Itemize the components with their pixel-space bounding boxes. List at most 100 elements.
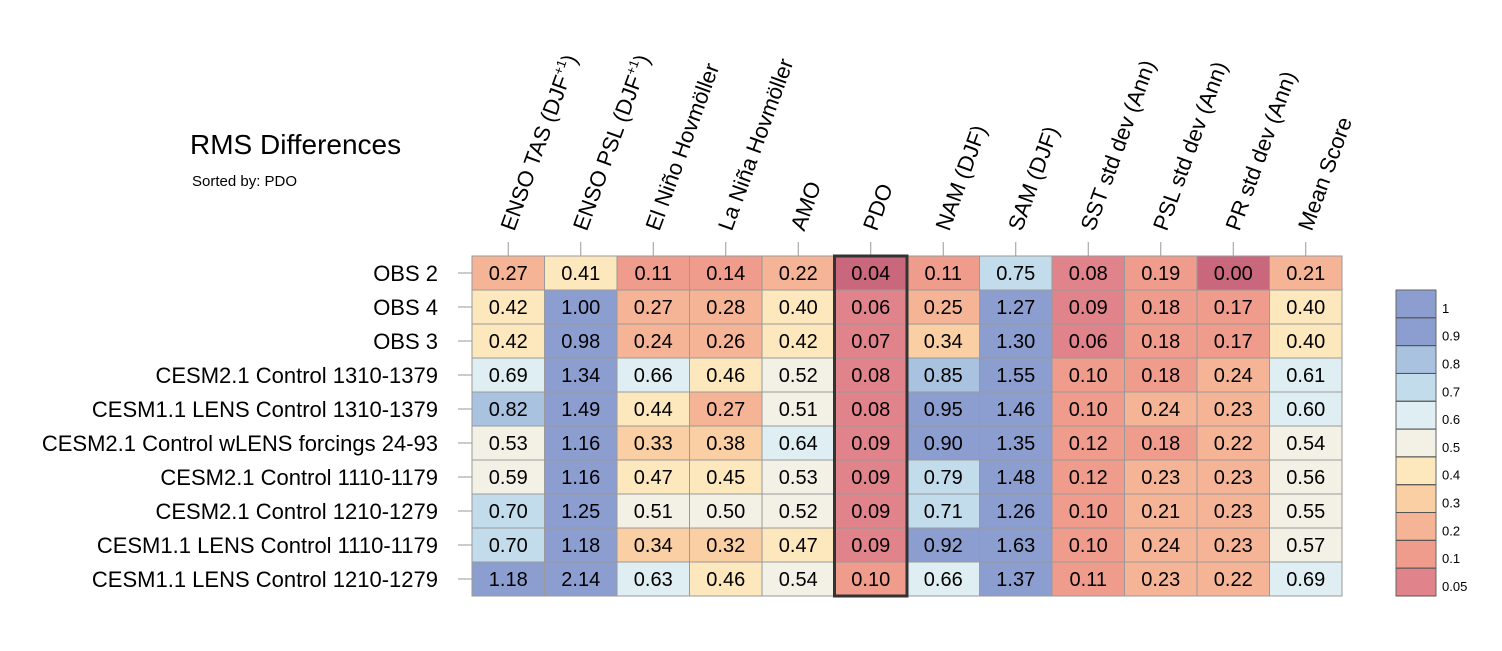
color-legend: 1 0.9 0.8 0.7 0.6 0.5 0.4 0.3 0.2 0.1 0.05 xyxy=(1395,289,1467,597)
cell-value: 0.17 xyxy=(1214,297,1253,319)
heatmap-cell xyxy=(544,391,618,427)
column-label: SAM (DJF) xyxy=(1003,123,1064,234)
cell-value: 0.51 xyxy=(634,501,673,523)
heatmap-cell xyxy=(471,289,545,325)
cell-value: 1.30 xyxy=(996,331,1035,353)
cell-value: 0.44 xyxy=(634,399,673,421)
heatmap-cell xyxy=(1269,561,1343,597)
cell-value: 0.26 xyxy=(706,331,745,353)
heatmap-cell xyxy=(906,561,980,597)
heatmap-cell xyxy=(1269,493,1343,529)
cell-value: 0.34 xyxy=(924,331,963,353)
heatmap-cell xyxy=(906,323,980,359)
cell-value: 0.95 xyxy=(924,399,963,421)
cell-value: 0.57 xyxy=(1286,535,1325,557)
row-label: OBS 2 xyxy=(373,261,438,286)
cell-value: 0.34 xyxy=(634,535,673,557)
cell-value: 0.71 xyxy=(924,501,963,523)
cell-value: 0.59 xyxy=(489,467,528,489)
heatmap-cell xyxy=(1124,425,1198,461)
cell-value: 0.10 xyxy=(1069,535,1108,557)
heatmap-cell xyxy=(906,391,980,427)
cell-value: 0.23 xyxy=(1141,467,1180,489)
legend-swatch xyxy=(1395,539,1437,569)
cell-value: 0.04 xyxy=(851,263,890,285)
cell-value: 1.46 xyxy=(996,399,1035,421)
heatmap-cell xyxy=(689,561,763,597)
row-label: OBS 3 xyxy=(373,329,438,354)
legend-swatch xyxy=(1395,400,1437,430)
cell-value: 0.11 xyxy=(635,263,672,285)
heatmap-cell xyxy=(979,255,1053,291)
heatmap-cell xyxy=(689,391,763,427)
heatmap-cell xyxy=(834,289,908,325)
row-label: CESM2.1 Control 1310-1379 xyxy=(156,363,439,388)
heatmap-cell xyxy=(1196,493,1270,529)
legend-swatch xyxy=(1395,512,1437,541)
cell-value: 0.52 xyxy=(779,501,818,523)
legend-swatch xyxy=(1395,345,1437,374)
column-label: ENSO PSL (DJF+1) xyxy=(567,51,655,234)
heatmap-cell xyxy=(544,561,618,597)
cell-value: 0.75 xyxy=(996,263,1035,285)
heatmap-cell xyxy=(1196,357,1270,393)
cell-value: 0.33 xyxy=(634,433,673,455)
heatmap-cell xyxy=(471,561,545,597)
cell-value: 0.10 xyxy=(1069,501,1108,523)
heatmap-cell xyxy=(616,561,690,597)
cell-value: 0.08 xyxy=(1069,263,1108,285)
heatmap-cell xyxy=(761,493,835,529)
row-label: CESM2.1 Control 1110-1179 xyxy=(160,465,438,490)
highlight-column-border xyxy=(833,254,909,598)
cell-value: 0.61 xyxy=(1286,365,1325,387)
cell-value: 0.12 xyxy=(1069,433,1108,455)
cell-value: 0.23 xyxy=(1214,399,1253,421)
heatmap-cell xyxy=(834,493,908,529)
cell-value: 0.09 xyxy=(851,535,890,557)
column-label: El Niño Hovmöller xyxy=(640,60,724,234)
cell-value: 0.40 xyxy=(1286,297,1325,319)
heatmap-cell xyxy=(979,493,1053,529)
cell-value: 0.19 xyxy=(1141,263,1180,285)
cell-value: 0.42 xyxy=(779,331,818,353)
cell-value: 0.09 xyxy=(851,467,890,489)
heatmap-cell xyxy=(689,255,763,291)
cell-value: 0.79 xyxy=(924,467,963,489)
cell-value: 1.49 xyxy=(561,399,600,421)
heatmap-cell xyxy=(1124,561,1198,597)
cell-value: 0.06 xyxy=(851,297,890,319)
cell-value: 0.12 xyxy=(1069,467,1108,489)
cell-value: 0.17 xyxy=(1214,331,1253,353)
cell-value: 0.60 xyxy=(1286,399,1325,421)
cell-value: 0.55 xyxy=(1286,501,1325,523)
cell-value: 0.27 xyxy=(706,399,745,421)
cell-value: 0.09 xyxy=(1069,297,1108,319)
cell-value: 0.40 xyxy=(1286,331,1325,353)
heatmap-cell xyxy=(1051,561,1125,597)
heatmap-cell xyxy=(616,425,690,461)
chart-subtitle: Sorted by: PDO xyxy=(192,173,297,190)
row-label: CESM1.1 LENS Control 1310-1379 xyxy=(92,397,438,422)
cell-value: 0.11 xyxy=(925,263,962,285)
cell-value: 0.50 xyxy=(706,501,745,523)
cell-value: 0.08 xyxy=(851,365,890,387)
heatmap-cell xyxy=(1196,289,1270,325)
cell-value: 0.40 xyxy=(779,297,818,319)
heatmap-cell xyxy=(1124,289,1198,325)
cell-value: 0.23 xyxy=(1141,569,1180,591)
cell-value: 0.82 xyxy=(489,399,528,421)
cell-value: 1.26 xyxy=(996,501,1035,523)
column-label: AMO xyxy=(785,178,826,234)
cell-value: 0.00 xyxy=(1214,263,1253,285)
cell-value: 1.16 xyxy=(561,467,600,489)
heatmap-cell xyxy=(1269,255,1343,291)
cell-value: 0.24 xyxy=(1214,365,1253,387)
heatmap-cell xyxy=(689,289,763,325)
column-label: PR std dev (Ann) xyxy=(1220,68,1301,234)
cell-value: 0.69 xyxy=(489,365,528,387)
cell-value: 0.41 xyxy=(561,263,600,285)
legend-swatch xyxy=(1395,289,1437,319)
cell-value: 0.24 xyxy=(1141,535,1180,557)
row-label: CESM1.1 LENS Control 1210-1279 xyxy=(92,567,438,592)
